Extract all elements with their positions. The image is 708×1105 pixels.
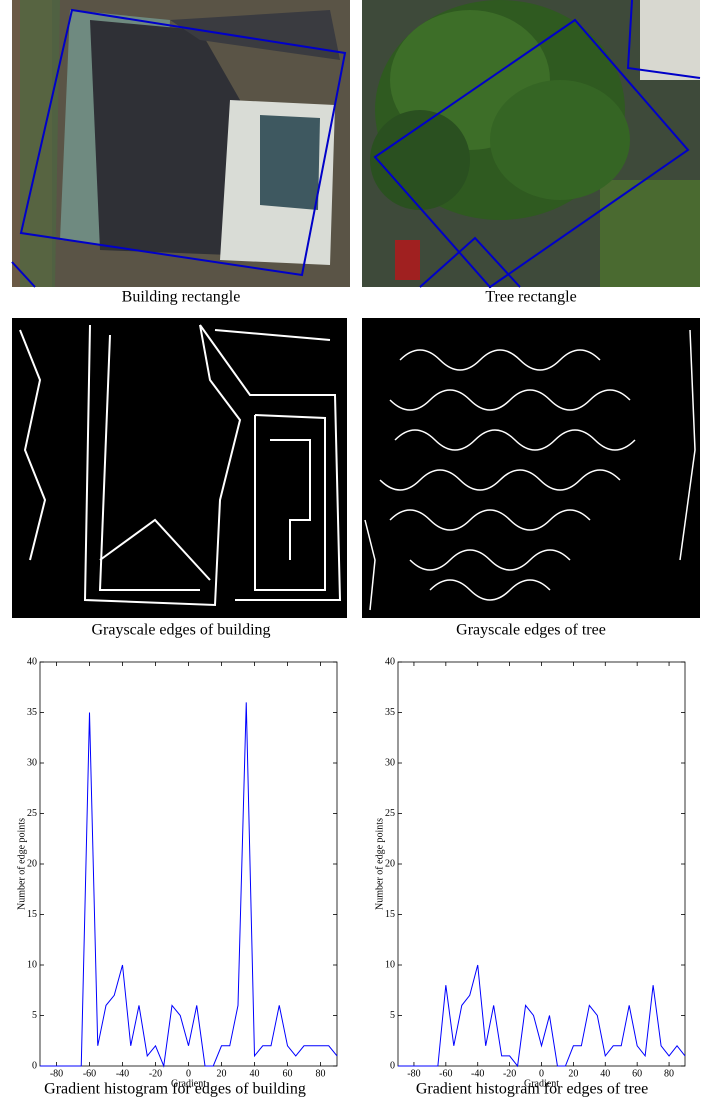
y-tick-label: 25: [27, 808, 37, 819]
y-tick-label: 5: [32, 1010, 37, 1021]
tree-edges: [362, 318, 700, 618]
y-tick-label: 20: [385, 858, 395, 869]
y-tick-label: 30: [27, 757, 37, 768]
x-tick-label: -20: [503, 1068, 516, 1079]
x-tick-label: -40: [471, 1068, 484, 1079]
y-axis-label: Number of edge points: [16, 818, 27, 910]
y-tick-label: 35: [27, 707, 37, 718]
plot-frame: [398, 662, 685, 1066]
x-tick-label: 80: [664, 1068, 674, 1079]
x-tick-label: -20: [149, 1068, 162, 1079]
caption: Grayscale edges of building: [91, 622, 270, 639]
x-tick-label: 20: [568, 1068, 578, 1079]
chart-caption: Gradient histogram for edges of building: [44, 1081, 306, 1098]
x-tick-label: -80: [50, 1068, 63, 1079]
y-tick-label: 15: [385, 909, 395, 920]
x-tick-label: -60: [83, 1068, 96, 1079]
x-tick-label: -80: [407, 1068, 420, 1079]
y-tick-label: 10: [27, 959, 37, 970]
caption: Tree rectangle: [485, 289, 576, 306]
x-tick-label: -60: [439, 1068, 452, 1079]
y-tick-label: 10: [385, 959, 395, 970]
x-tick-label: 80: [316, 1068, 326, 1079]
y-tick-label: 0: [32, 1060, 37, 1071]
y-tick-label: 25: [385, 808, 395, 819]
x-tick-label: 60: [632, 1068, 642, 1079]
line: [40, 702, 337, 1066]
y-tick-label: 40: [27, 656, 37, 667]
figure: Building rectangle Tree rectangle Grayscal…: [0, 0, 708, 1100]
plot-frame: [40, 662, 337, 1066]
x-tick-label: 60: [283, 1068, 293, 1079]
y-axis-label: Number of edge points: [374, 818, 385, 910]
caption: Building rectangle: [122, 289, 241, 306]
x-tick-label: 40: [600, 1068, 610, 1079]
y-tick-label: 5: [390, 1010, 395, 1021]
x-tick-label: -40: [116, 1068, 129, 1079]
line: [398, 965, 685, 1066]
y-tick-label: 20: [27, 858, 37, 869]
y-tick-label: 30: [385, 757, 395, 768]
y-tick-label: 15: [27, 909, 37, 920]
caption: Grayscale edges of tree: [456, 622, 606, 639]
building-photo: [12, 0, 350, 287]
building-edges: [12, 318, 347, 618]
chart-caption: Gradient histogram for edges of tree: [416, 1081, 648, 1098]
y-tick-label: 35: [385, 707, 395, 718]
x-tick-label: 20: [217, 1068, 227, 1079]
x-tick-label: 40: [250, 1068, 260, 1079]
y-tick-label: 40: [385, 656, 395, 667]
y-tick-label: 0: [390, 1060, 395, 1071]
tree-photo: [362, 0, 700, 287]
